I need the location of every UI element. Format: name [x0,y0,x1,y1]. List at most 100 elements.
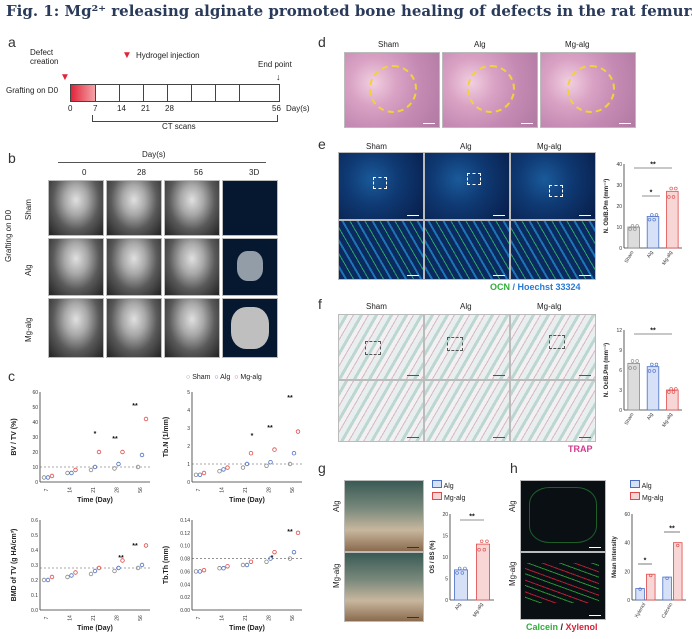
y-tick-label: 0.04 [180,582,190,588]
data-point [295,530,301,536]
significance-mark: ** [287,529,293,536]
y-axis-title: Tb.Th (mm) [163,546,170,584]
data-point [217,566,222,571]
y-tick-label: 0.5 [31,533,38,539]
data-point [674,387,678,391]
data-point [41,577,47,583]
data-point [221,467,226,472]
data-point [135,464,141,470]
data-point [88,571,94,577]
x-tick-label: Sham [624,250,636,264]
stain-hoechst: Hoechst 33324 [517,282,581,292]
data-point [654,362,659,367]
y-tick-label: 20 [442,512,448,518]
y-axis-title: N. Ob/B.Pm (mm⁻¹) [603,179,610,234]
x-tick-label: 56 [290,487,296,493]
data-point [463,566,467,571]
data-point [630,359,635,363]
bar [627,362,640,411]
y-tick-label: 15 [442,534,448,540]
data-point [201,470,207,476]
y-axis-title: Tb.N (1/mm) [163,417,170,457]
b-side-label: Grafting on D0 [4,209,13,262]
x-tick-label: Alg [454,602,463,611]
panel-label-h: h [510,460,518,476]
h-legend-alg: Alg [641,483,652,490]
data-point [652,217,656,222]
bar [646,573,656,601]
x-tick-label: 7 [196,488,202,491]
y-tick-label: 40 [32,420,38,426]
data-point [92,464,98,470]
calcein-image-alg [520,480,606,552]
data-point [112,568,117,574]
panel-label-c: c [8,368,15,384]
y-tick-label: 30 [616,183,622,189]
data-point [460,571,465,575]
tick-28: 28 [165,104,174,113]
data-point [671,390,676,394]
y-tick-label: 0.02 [180,595,190,601]
data-point [674,186,678,191]
x-axis-title: Time (Day) [77,497,113,504]
bar [635,588,645,601]
data-point [65,574,70,580]
y-tick-label: 50 [32,405,38,411]
c-legend: ○ Sham ○ Alg ○ Mg-alg [186,374,262,381]
data-point [143,543,149,548]
he-image-alg [442,52,538,128]
f-col-mgalg: Mg-alg [537,302,562,311]
significance-mark: ** [112,436,118,443]
b-col-0: 0 [82,168,87,177]
legend-sham: Sham [192,374,211,381]
y-tick-label: 10 [616,225,622,231]
significance-mark: ** [132,543,138,550]
y-tick-label: 2 [187,444,190,450]
h-legend-swatch-mgalg [630,492,640,500]
data-point [628,227,632,231]
data-point [116,461,121,467]
y-tick-label: 0 [627,598,630,604]
data-point [143,416,149,422]
x-tick-label: 14 [68,615,74,621]
bar [646,366,660,411]
data-point [671,195,676,199]
b-row-sham: Sham [24,199,33,220]
h-row-alg: Alg [508,500,517,512]
y-tick-label: 0 [445,598,448,604]
y-tick-label: 40 [624,541,630,547]
data-point [116,565,121,571]
h-legend: Alg Mg-alg [630,480,663,504]
e-col-sham: Sham [366,142,387,151]
data-point [652,369,656,373]
panel-label-e: e [318,136,326,152]
trap-zoom-sham [338,380,424,442]
data-point [272,447,277,452]
significance-mark: ** [669,526,675,533]
panel-label-f: f [318,296,322,312]
y-tick-label: 30 [32,435,38,441]
x-tick-label: 56 [290,615,296,621]
ocn-overview-mgalg [510,152,596,220]
y-tick-label: 0.1 [31,593,38,599]
y-tick-label: 0 [619,246,622,252]
ocn-overview-sham [338,152,424,220]
ct-image [48,180,104,236]
data-point [628,366,632,370]
g-legend-alg: Alg [443,483,454,490]
data-point [272,549,277,555]
y-tick-label: 9 [619,348,622,354]
bar [476,543,491,601]
x-tick-label: 21 [91,487,97,493]
x-axis-title: Time (Day) [229,497,265,504]
tick-7: 7 [93,104,98,113]
y-tick-label: 0.0 [31,608,38,614]
y-tick-label: 5 [445,577,448,583]
h-stain-label: Calcein / Xylenol [526,622,598,632]
data-point [647,369,652,373]
y-tick-label: 3 [619,388,622,394]
data-point [665,576,669,580]
x-axis-title: Time (Day) [229,625,265,632]
data-point [225,465,230,470]
data-point [197,569,203,574]
